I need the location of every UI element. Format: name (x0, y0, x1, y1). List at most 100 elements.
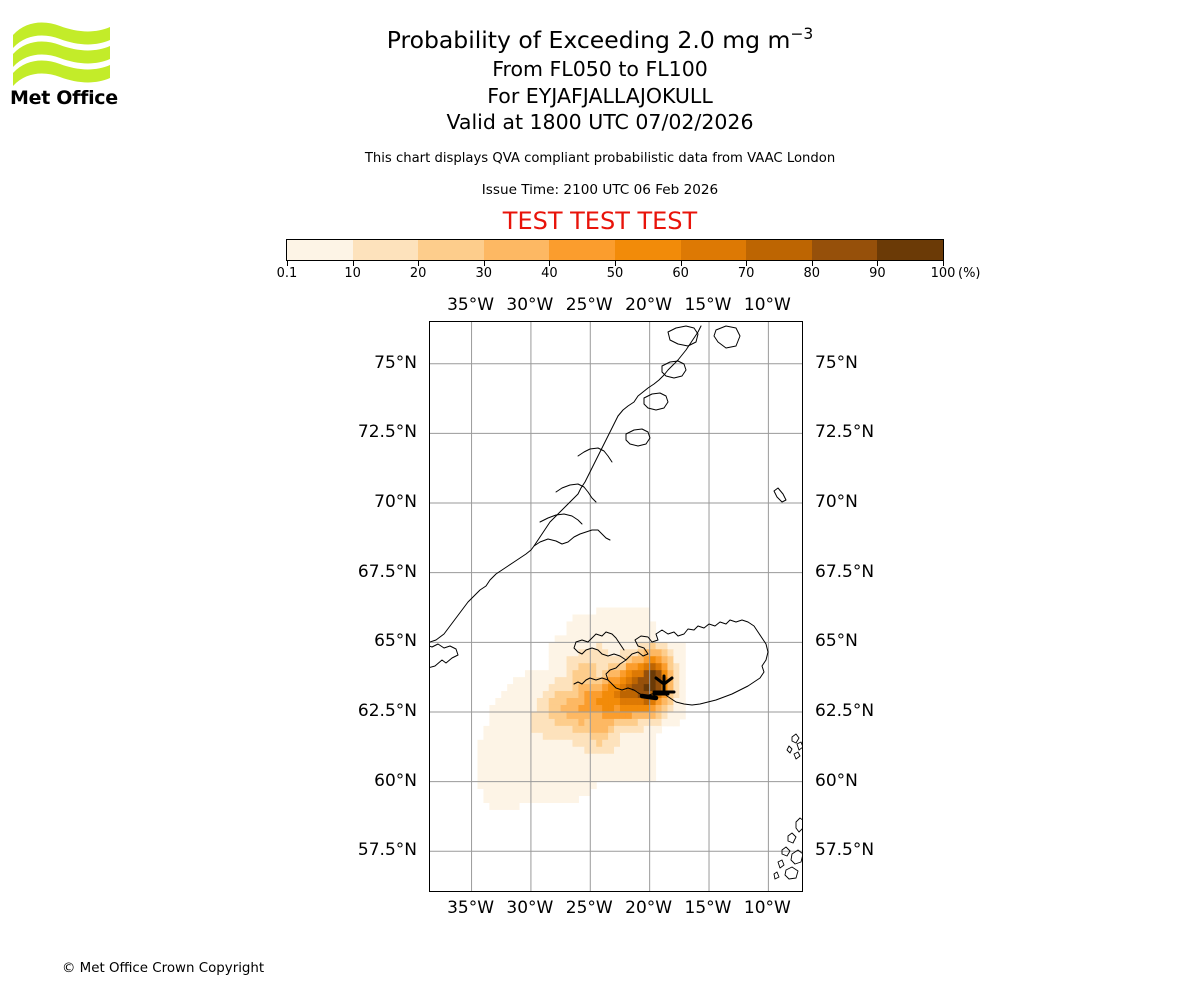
ash-cell (530, 677, 538, 685)
ash-cell (596, 698, 603, 706)
ash-cell (483, 767, 490, 776)
ash-cell (655, 656, 663, 664)
ash-cell (524, 698, 532, 706)
ash-cell (536, 691, 544, 699)
ash-cell (584, 781, 591, 790)
ash-cell (590, 635, 597, 643)
colorbar-tick (483, 261, 485, 266)
ash-cell (596, 607, 603, 615)
ash-cell (548, 656, 556, 664)
ash-cell (619, 725, 627, 734)
ash-cell (679, 677, 686, 685)
issue-time-label: Issue Time: 2100 UTC 06 Feb 2026 (481, 181, 719, 198)
ash-cell (625, 732, 633, 741)
ash-cell (513, 698, 520, 706)
ash-cell (596, 691, 603, 699)
latitude-labels-left: 75°N 72.5°N 70°N 67.5°N 65°N 62.5°N 60°N 57.5°N (358, 321, 803, 892)
ash-cell (513, 746, 520, 755)
ash-cell (649, 663, 657, 671)
ash-cell (590, 739, 597, 748)
ash-cell (554, 635, 562, 643)
ash-cell (625, 704, 633, 713)
ash-cell (548, 725, 556, 734)
ash-cell (584, 635, 591, 643)
ash-cell (566, 767, 573, 776)
ash-cell (513, 788, 520, 797)
ash-cell (507, 767, 514, 776)
ash-cell (584, 788, 591, 797)
ash-cell (578, 725, 585, 734)
ash-cell (619, 698, 627, 706)
ash-cell (572, 732, 579, 741)
ash-cell (584, 670, 591, 678)
ash-cell (608, 663, 615, 671)
ash-cell (608, 670, 615, 678)
ash-cell (596, 760, 603, 769)
ash-cell (530, 739, 538, 748)
ash-cell (655, 698, 663, 706)
ash-cell (513, 760, 520, 769)
ash-cell (679, 656, 686, 664)
ash-cell (655, 670, 663, 678)
ash-cell (667, 656, 674, 664)
ash-cell (489, 711, 496, 720)
latitude-labels-right: 75°N 72.5°N 70°N 67.5°N 65°N 62.5°N 60°N 57.5°N (429, 321, 874, 892)
colorbar-segment-9 (877, 240, 943, 260)
ash-cell (489, 767, 496, 776)
ash-cell (584, 698, 591, 706)
ash-cell (530, 704, 538, 713)
ash-cell (572, 656, 579, 664)
ash-cell (602, 746, 609, 755)
ash-cell (483, 725, 490, 734)
ash-cell (614, 698, 621, 706)
longitude-tick-label: 35°W (447, 295, 495, 315)
ash-cell (661, 663, 668, 671)
ash-cell (608, 732, 615, 741)
ash-cell (513, 802, 520, 810)
ash-cell (590, 663, 597, 671)
ash-cell (637, 704, 645, 713)
ash-cell (625, 753, 633, 762)
ash-cell (566, 704, 573, 713)
ash-cell (524, 732, 532, 741)
ash-cell (524, 760, 532, 769)
ash-cell (530, 767, 538, 776)
ash-cell (554, 642, 562, 650)
ash-cell (614, 621, 621, 629)
latitude-tick-label-right: 75°N (815, 352, 858, 373)
ash-cell (584, 614, 591, 622)
ash-cell (513, 795, 520, 803)
ash-cell (614, 649, 621, 657)
ash-cell (596, 753, 603, 762)
ash-cell (602, 767, 609, 776)
copyright-notice: © Met Office Crown Copyright (62, 961, 265, 976)
colorbar-segment-7 (746, 240, 812, 260)
ash-cell (536, 760, 544, 769)
ash-cell (619, 718, 627, 727)
met-office-logo-text: Met Office (10, 87, 118, 109)
ash-cell (631, 684, 639, 692)
ash-cell (584, 691, 591, 699)
ash-cell (519, 781, 526, 790)
graticule-gridlines (430, 322, 802, 891)
ash-cell (548, 732, 556, 741)
ash-cell (524, 746, 532, 755)
greenland-fjords-upper-icon (617, 325, 702, 417)
ash-cell (554, 677, 562, 685)
ash-cell (625, 635, 633, 643)
test-banner: TEST TEST TEST (502, 206, 698, 235)
latitude-tick-label-left: 60°N (374, 770, 417, 791)
ash-cell (560, 739, 568, 748)
ash-cell (572, 774, 579, 783)
ash-cell (649, 649, 657, 657)
ash-cell (673, 704, 680, 713)
ash-cell (548, 698, 556, 706)
ash-cell (667, 704, 674, 713)
ash-cell (590, 753, 597, 762)
longitude-tick-label: 20°W (625, 898, 673, 918)
ash-cell (649, 767, 657, 776)
ash-cell (661, 649, 668, 657)
ash-cell (619, 732, 627, 741)
ash-cell (619, 774, 627, 783)
ash-cell (495, 781, 502, 790)
